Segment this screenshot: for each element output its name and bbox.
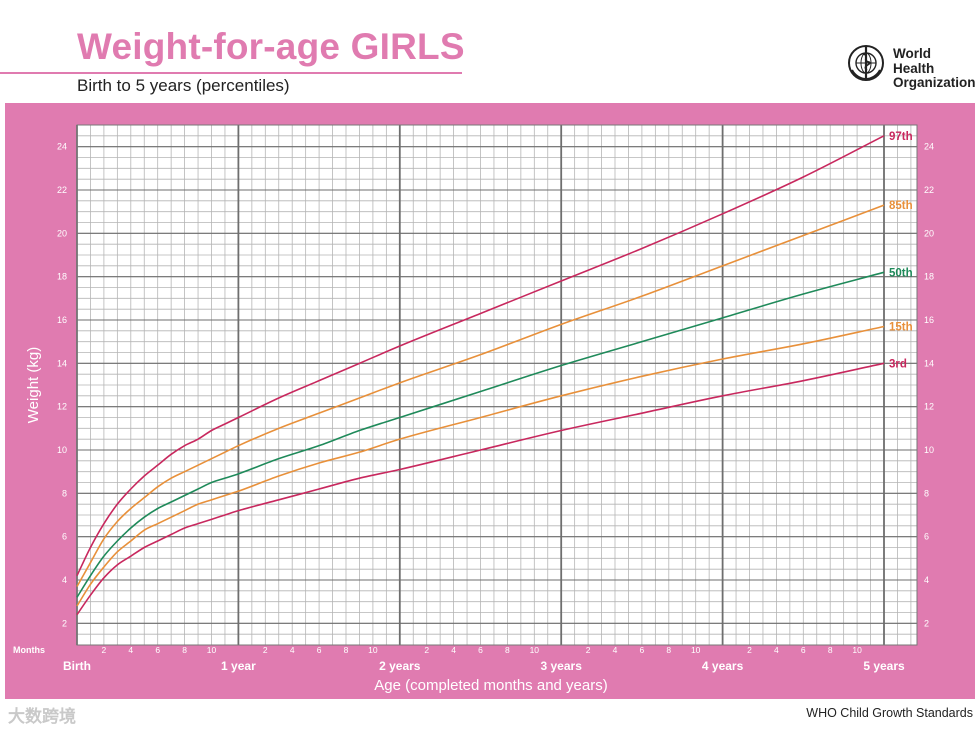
- y-tick-label-left: 14: [57, 358, 67, 368]
- watermark: 大数跨境: [8, 707, 76, 726]
- y-tick-label-right: 10: [924, 445, 934, 455]
- month-tick-label: 6: [317, 645, 322, 655]
- y-tick-label-left: 24: [57, 142, 67, 152]
- y-tick-label-right: 18: [924, 272, 934, 282]
- title-underline: [0, 72, 462, 74]
- y-tick-label-left: 10: [57, 445, 67, 455]
- y-tick-label-left: 22: [57, 185, 67, 195]
- org-line-2: Organization: [893, 75, 975, 90]
- y-tick-label-right: 16: [924, 315, 934, 325]
- percentile-labels: 97th 85th 50th 15th 3rd: [889, 131, 913, 371]
- y-tick-label-left: 12: [57, 402, 67, 412]
- y-tick-label-left: 4: [62, 575, 67, 585]
- percentile-curves: [76, 135, 885, 616]
- y-tick-label-right: 22: [924, 185, 934, 195]
- month-tick-label: 10: [691, 645, 701, 655]
- month-tick-label: 4: [774, 645, 779, 655]
- month-tick-label: 8: [344, 645, 349, 655]
- percentile-label-3rd: 3rd: [889, 358, 907, 370]
- month-tick-label: 4: [451, 645, 456, 655]
- month-tick-label: 4: [613, 645, 618, 655]
- who-logo: [848, 45, 884, 81]
- y-tick-label-left: 8: [62, 488, 67, 498]
- y-tick-label-left: 6: [62, 532, 67, 542]
- month-tick-label: 6: [801, 645, 806, 655]
- percentile-curve-97th: [76, 135, 885, 577]
- percentile-curve-50th: [76, 271, 885, 598]
- month-tick-label: 10: [368, 645, 378, 655]
- y-tick-label-left: 18: [57, 272, 67, 282]
- plot-border: [76, 124, 918, 646]
- page-title: Weight-for-age GIRLS: [77, 26, 465, 67]
- x-axis-title: Age (completed months and years): [374, 677, 607, 694]
- year-label: 1 year: [221, 659, 256, 673]
- month-tick-label: 6: [155, 645, 160, 655]
- percentile-label-15th: 15th: [889, 322, 913, 334]
- y-tick-label-right: 4: [924, 575, 929, 585]
- month-tick-label: 8: [666, 645, 671, 655]
- percentile-label-85th: 85th: [889, 200, 913, 212]
- month-tick-label: 2: [424, 645, 429, 655]
- y-tick-label-right: 8: [924, 488, 929, 498]
- year-label: 4 years: [702, 659, 744, 673]
- y-tick-label-right: 24: [924, 142, 934, 152]
- month-tick-label: 4: [290, 645, 295, 655]
- months-axis-label: Months: [13, 645, 45, 655]
- y-axis-title: Weight (kg): [25, 347, 42, 423]
- month-tick-label: 2: [102, 645, 107, 655]
- month-tick-label: 8: [182, 645, 187, 655]
- grid-major: [76, 124, 918, 646]
- page-subtitle: Birth to 5 years (percentiles): [77, 76, 290, 95]
- y-tick-label-right: 6: [924, 532, 929, 542]
- y-tick-label-right: 14: [924, 358, 934, 368]
- y-tick-label-left: 20: [57, 228, 67, 238]
- organization-name: World Health Organization: [893, 46, 975, 91]
- month-tick-label: 10: [852, 645, 862, 655]
- y-tick-label-left: 2: [62, 618, 67, 628]
- month-tick-label: 6: [640, 645, 645, 655]
- month-tick-label: 10: [530, 645, 540, 655]
- month-tick-label: 8: [828, 645, 833, 655]
- who-emblem-icon: [848, 45, 884, 81]
- x-axis-months: 2 4 6 8 10 2 4 6 8 10 2 4 6 8 10 2 4 6 8 10 2 4 6 8 10: [102, 645, 863, 655]
- percentile-label-97th: 97th: [889, 131, 913, 143]
- year-label: Birth: [63, 659, 91, 673]
- source-note: WHO Child Growth Standards: [806, 706, 973, 720]
- y-tick-label-right: 2: [924, 618, 929, 628]
- month-tick-label: 6: [478, 645, 483, 655]
- month-tick-label: 8: [505, 645, 510, 655]
- month-tick-label: 2: [263, 645, 268, 655]
- month-tick-label: 4: [128, 645, 133, 655]
- year-label: 2 years: [379, 659, 421, 673]
- month-tick-label: 2: [747, 645, 752, 655]
- y-tick-label-right: 12: [924, 402, 934, 412]
- percentile-curve-85th: [76, 204, 885, 587]
- y-tick-label-left: 16: [57, 315, 67, 325]
- x-axis-years: Birth 1 year 2 years 3 years 4 years 5 years: [63, 659, 905, 673]
- month-tick-label: 2: [586, 645, 591, 655]
- y-tick-label-right: 20: [924, 228, 934, 238]
- chart-panel: 2 4 6 8 10 12 14 16 18 20 22 24 2 4 6 8 10 12 14 16 18 20 22 2…: [5, 103, 975, 699]
- percentile-curve-3rd: [76, 362, 885, 616]
- org-line-1: World Health: [893, 46, 935, 76]
- year-label: 3 years: [541, 659, 583, 673]
- percentile-curve-15th: [76, 325, 885, 607]
- month-tick-label: 10: [207, 645, 217, 655]
- percentile-label-50th: 50th: [889, 267, 913, 279]
- year-label: 5 years: [863, 659, 905, 673]
